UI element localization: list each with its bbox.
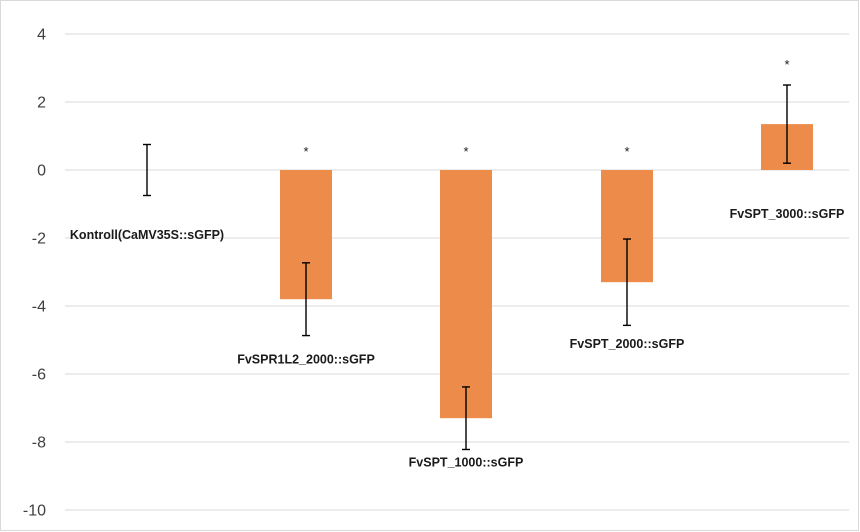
category-label: Kontroll(CaMV35S::sGFP) <box>70 228 224 242</box>
y-tick-label: -8 <box>32 435 46 452</box>
error-bars <box>143 84 791 451</box>
category-label: FvSPT_1000::sGFP <box>409 455 524 469</box>
bars <box>280 124 813 419</box>
significance-marker: * <box>784 57 789 72</box>
significance-marker: * <box>624 144 629 159</box>
y-tick-label: -10 <box>23 503 46 520</box>
y-tick-label: -6 <box>32 367 46 384</box>
category-label: FvSPR1L2_2000::sGFP <box>237 353 375 367</box>
significance-marker: * <box>463 144 468 159</box>
significance-markers: * * * * <box>303 57 789 159</box>
category-label: FvSPT_2000::sGFP <box>570 337 685 351</box>
y-tick-label: 0 <box>37 163 46 180</box>
significance-marker: * <box>303 144 308 159</box>
category-label: FvSPT_3000::sGFP <box>730 207 845 221</box>
y-tick-label: -4 <box>32 299 46 316</box>
y-tick-label: 4 <box>37 27 46 44</box>
y-axis-tick-labels: 4 2 0 -2 -4 -6 -8 -10 <box>23 27 46 520</box>
category-labels: Kontroll(CaMV35S::sGFP)FvSPR1L2_2000::sG… <box>70 207 844 469</box>
bar <box>440 170 492 419</box>
y-tick-label: 2 <box>37 95 46 112</box>
y-tick-label: -2 <box>32 231 46 248</box>
